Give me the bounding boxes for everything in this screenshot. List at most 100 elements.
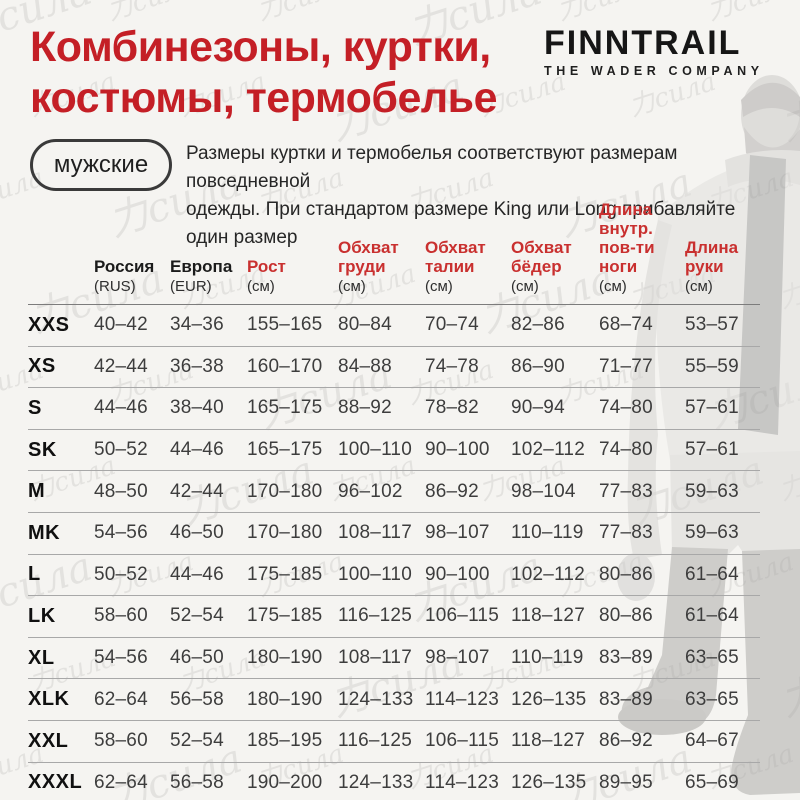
table-cell: 59–63 xyxy=(685,522,739,544)
table-cell: 102–112 xyxy=(511,563,585,585)
column-header-label: Обхват бёдер xyxy=(511,238,572,276)
table-cell: 48–50 xyxy=(94,480,148,502)
column-header-hips: Обхват бёдер (см) xyxy=(511,238,599,295)
table-cell: 124–133 xyxy=(338,688,414,710)
table-cell: 106–115 xyxy=(425,730,499,752)
page-title-line1: Комбинезоны, куртки, xyxy=(30,23,491,71)
table-cell: 74–78 xyxy=(425,355,479,377)
column-header-unit: (см) xyxy=(338,278,366,295)
table-cell: 58–60 xyxy=(94,605,148,627)
table-row: MK 54–56 46–50 170–180 108–117 98–107 110–119 7… xyxy=(28,513,760,555)
table-row: XS 42–44 36–38 160–170 84–88 74–78 86–90 71–77 5… xyxy=(28,347,760,389)
size-note: Размеры куртки и термобелья соответствую… xyxy=(186,140,746,252)
gender-pill[interactable]: мужские xyxy=(30,139,172,191)
table-cell: 52–54 xyxy=(170,605,224,627)
table-cell: 44–46 xyxy=(94,397,148,419)
size-label: SK xyxy=(28,438,57,461)
table-cell: 165–175 xyxy=(247,439,323,461)
table-row: XXL 58–60 52–54 185–195 116–125 106–115 118–12… xyxy=(28,721,760,763)
table-cell: 57–61 xyxy=(685,397,739,419)
table-cell: 190–200 xyxy=(247,771,323,793)
table-row: XXS 40–42 34–36 155–165 80–84 70–74 82–86 68–74… xyxy=(28,305,760,347)
table-cell: 54–56 xyxy=(94,647,148,669)
table-cell: 50–52 xyxy=(94,563,148,585)
table-cell: 42–44 xyxy=(94,355,148,377)
table-cell: 54–56 xyxy=(94,522,148,544)
table-cell: 55–59 xyxy=(685,355,739,377)
table-cell: 114–123 xyxy=(425,688,499,710)
brand-tagline: THE WADER COMPANY xyxy=(544,64,764,78)
table-cell: 86–92 xyxy=(599,730,653,752)
table-cell: 114–123 xyxy=(425,771,499,793)
table-cell: 38–40 xyxy=(170,397,224,419)
table-cell: 82–86 xyxy=(511,314,565,336)
table-row: XL 54–56 46–50 180–190 108–117 98–107 110–119 8… xyxy=(28,638,760,680)
table-cell: 90–100 xyxy=(425,439,490,461)
column-header-unit: (см) xyxy=(599,278,627,295)
table-cell: 74–80 xyxy=(599,397,653,419)
table-cell: 116–125 xyxy=(338,730,412,752)
table-cell: 71–77 xyxy=(599,355,653,377)
column-header-waist: Обхват талии (см) xyxy=(425,238,511,295)
column-header-label: Обхват груди xyxy=(338,238,399,276)
table-cell: 126–135 xyxy=(511,688,587,710)
table-cell: 46–50 xyxy=(170,522,224,544)
table-body: XXS 40–42 34–36 155–165 80–84 70–74 82–86 68–74… xyxy=(28,305,760,800)
table-cell: 61–64 xyxy=(685,563,739,585)
table-cell: 175–185 xyxy=(247,563,323,585)
table-cell: 64–67 xyxy=(685,730,739,752)
table-cell: 78–82 xyxy=(425,397,479,419)
size-table: Россия (RUS) Европа (EUR) Рост (см) Обхват гру… xyxy=(28,200,760,800)
size-label: XS xyxy=(28,355,56,378)
size-label: XL xyxy=(28,646,55,669)
size-label: XXL xyxy=(28,729,69,752)
table-row: XXXL 62–64 56–58 190–200 124–133 114–123 126–1… xyxy=(28,763,760,800)
column-header-label: Европа xyxy=(170,257,233,276)
table-cell: 118–127 xyxy=(511,730,585,752)
table-row: SK 50–52 44–46 165–175 100–110 90–100 102–112 7… xyxy=(28,430,760,472)
table-cell: 58–60 xyxy=(94,730,148,752)
table-cell: 90–94 xyxy=(511,397,565,419)
table-cell: 40–42 xyxy=(94,314,148,336)
column-header-unit: (см) xyxy=(685,278,713,295)
column-header-label: Рост xyxy=(247,257,286,276)
table-cell: 96–102 xyxy=(338,480,403,502)
table-cell: 86–92 xyxy=(425,480,479,502)
table-cell: 110–119 xyxy=(511,647,584,669)
table-cell: 80–86 xyxy=(599,605,653,627)
column-header-europe: Европа (EUR) xyxy=(170,257,247,295)
column-header-label: Длина руки xyxy=(685,238,739,276)
table-cell: 65–69 xyxy=(685,771,739,793)
table-cell: 46–50 xyxy=(170,647,224,669)
table-cell: 77–83 xyxy=(599,522,653,544)
table-row: M 48–50 42–44 170–180 96–102 86–92 98–104 77–83… xyxy=(28,471,760,513)
table-row: S 44–46 38–40 165–175 88–92 78–82 90–94 74–80 57… xyxy=(28,388,760,430)
size-label: M xyxy=(28,480,46,503)
table-cell: 59–63 xyxy=(685,480,739,502)
column-header-chest: Обхват груди (см) xyxy=(338,238,425,295)
table-cell: 83–89 xyxy=(599,647,653,669)
table-row: XLK 62–64 56–58 180–190 124–133 114–123 126–13… xyxy=(28,679,760,721)
column-header-unit: (EUR) xyxy=(170,278,212,295)
table-cell: 63–65 xyxy=(685,688,739,710)
table-cell: 44–46 xyxy=(170,563,224,585)
column-header-label: Длина внутр. пов-ти ноги xyxy=(599,200,655,276)
table-cell: 84–88 xyxy=(338,355,392,377)
table-cell: 80–86 xyxy=(599,563,653,585)
size-label: XXS xyxy=(28,313,70,336)
table-cell: 44–46 xyxy=(170,439,224,461)
table-cell: 110–119 xyxy=(511,522,584,544)
size-label: XLK xyxy=(28,688,70,711)
table-cell: 77–83 xyxy=(599,480,653,502)
table-cell: 42–44 xyxy=(170,480,224,502)
table-cell: 124–133 xyxy=(338,771,414,793)
size-label: L xyxy=(28,563,41,586)
column-header-inseam: Длина внутр. пов-ти ноги (см) xyxy=(599,200,685,295)
table-cell: 57–61 xyxy=(685,439,739,461)
table-cell: 56–58 xyxy=(170,688,224,710)
column-header-unit: (RUS) xyxy=(94,278,136,295)
column-header-unit: (см) xyxy=(425,278,453,295)
table-cell: 165–175 xyxy=(247,397,323,419)
table-cell: 175–185 xyxy=(247,605,323,627)
